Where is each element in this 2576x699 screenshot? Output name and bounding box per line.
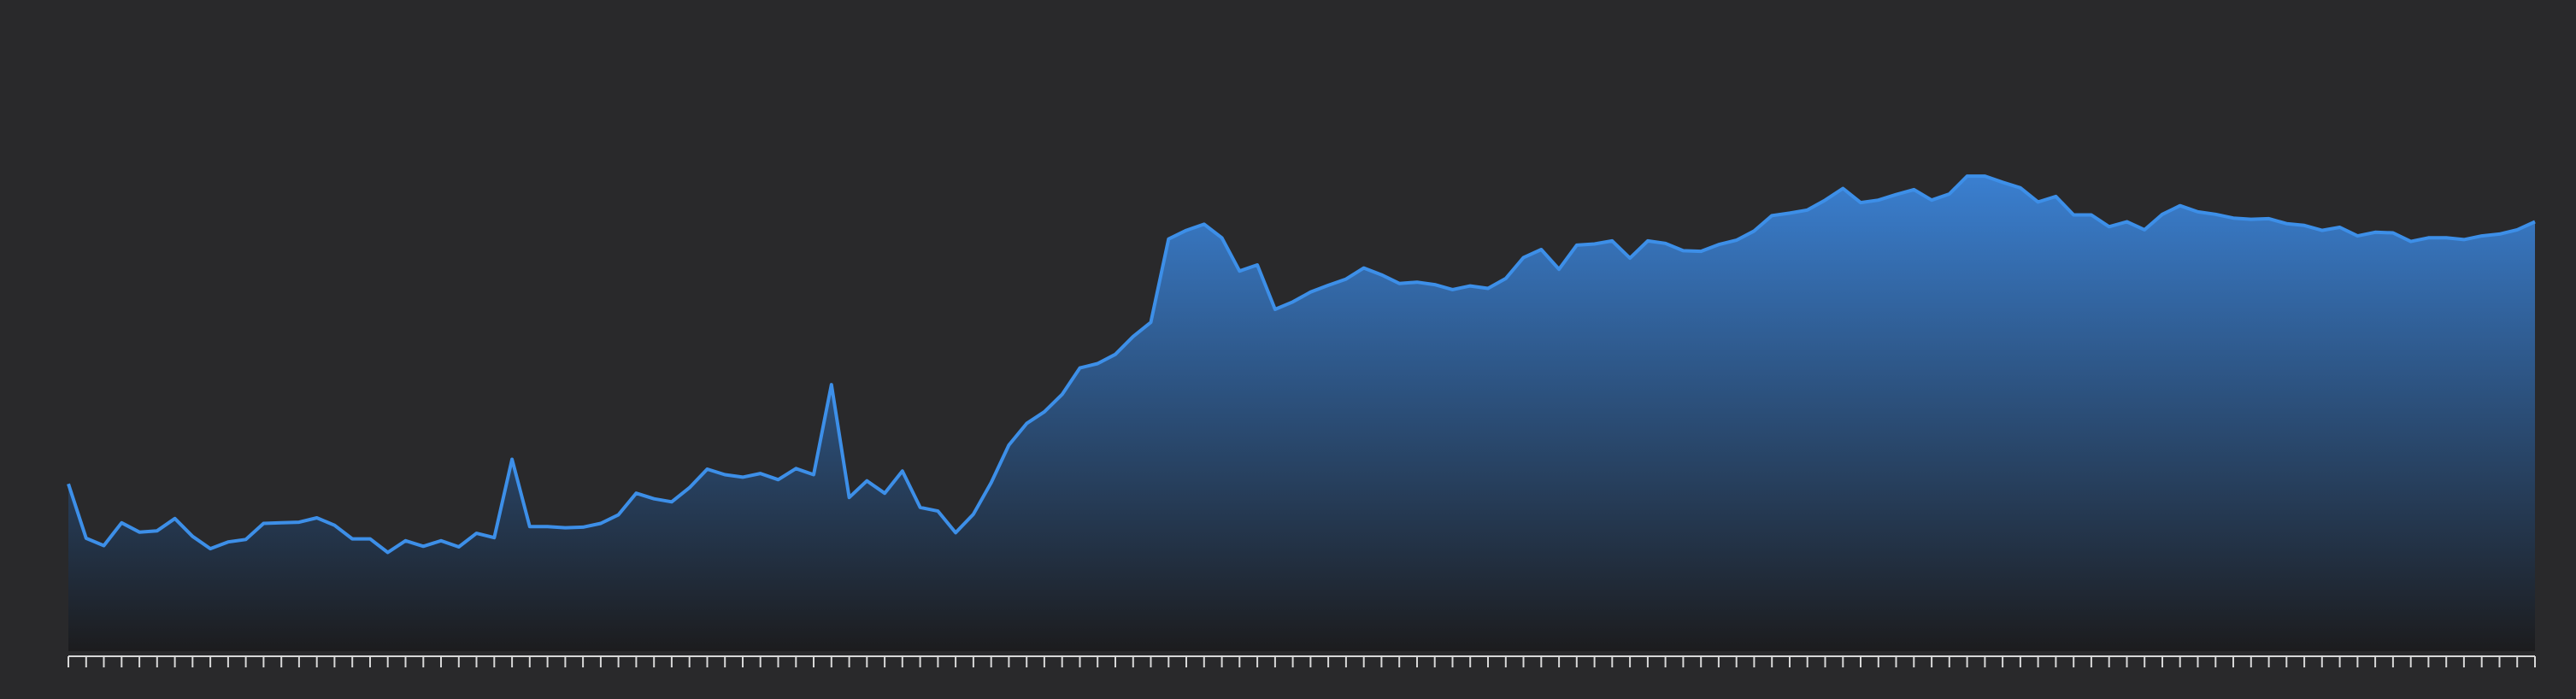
series-area-fill bbox=[68, 176, 2535, 652]
series-line bbox=[67, 174, 2536, 555]
line-layer bbox=[67, 174, 2536, 555]
area-layer bbox=[68, 176, 2535, 652]
x-axis bbox=[68, 655, 2536, 667]
